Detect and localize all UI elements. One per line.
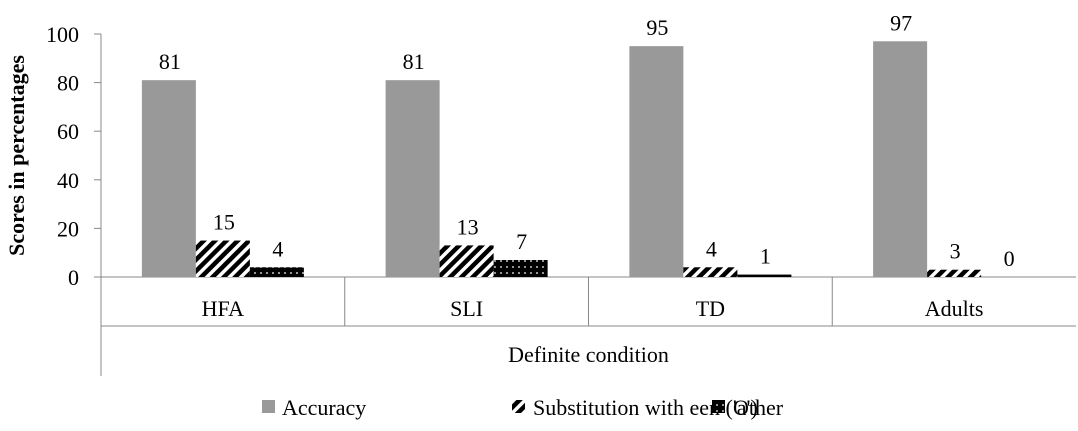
- category-label: HFA: [202, 296, 244, 321]
- bar-accuracy-td: [629, 46, 684, 278]
- data-label: 3: [950, 239, 961, 264]
- bar-substitution-sli: [439, 245, 494, 277]
- bar-substitution-adults: [927, 269, 982, 277]
- y-tick-label: 40: [57, 168, 79, 193]
- bar-accuracy-adults: [873, 41, 928, 277]
- x-group-label: Definite condition: [508, 342, 669, 367]
- legend-label: Other: [733, 395, 784, 420]
- data-label: 4: [272, 236, 283, 261]
- y-axis-title: Scores in percentages: [4, 55, 29, 256]
- data-label: 95: [646, 15, 668, 40]
- data-label: 13: [457, 214, 479, 239]
- data-label: 81: [159, 49, 181, 74]
- data-label: 81: [403, 49, 425, 74]
- legend-swatch-2: [712, 400, 725, 413]
- data-label: 0: [1004, 246, 1015, 271]
- category-label: SLI: [450, 296, 483, 321]
- data-label: 15: [213, 210, 235, 235]
- y-tick-label: 100: [46, 22, 79, 47]
- category-label: TD: [696, 296, 725, 321]
- y-tick-label: 0: [68, 265, 79, 290]
- legend-swatch-1: [512, 400, 525, 413]
- bar-other-td: [737, 274, 792, 277]
- bar-accuracy-sli: [385, 80, 440, 277]
- legend-swatch-0: [262, 400, 275, 413]
- bar-accuracy-hfa: [141, 80, 196, 277]
- data-label: 4: [706, 236, 717, 261]
- data-label: 7: [516, 229, 527, 254]
- y-tick-label: 60: [57, 119, 79, 144]
- y-tick-label: 20: [57, 216, 79, 241]
- legend-label: Accuracy: [282, 395, 366, 420]
- y-tick-label: 80: [57, 71, 79, 96]
- bar-substitution-td: [683, 267, 738, 277]
- data-label: 1: [760, 244, 771, 269]
- bar-other-hfa: [249, 267, 304, 277]
- bar-other-sli: [493, 259, 548, 277]
- category-label: Adults: [925, 296, 984, 321]
- legend: Accuracy Substitution with een ('a')Other: [262, 395, 784, 420]
- data-label: 97: [890, 10, 912, 35]
- bar-substitution-hfa: [195, 240, 250, 277]
